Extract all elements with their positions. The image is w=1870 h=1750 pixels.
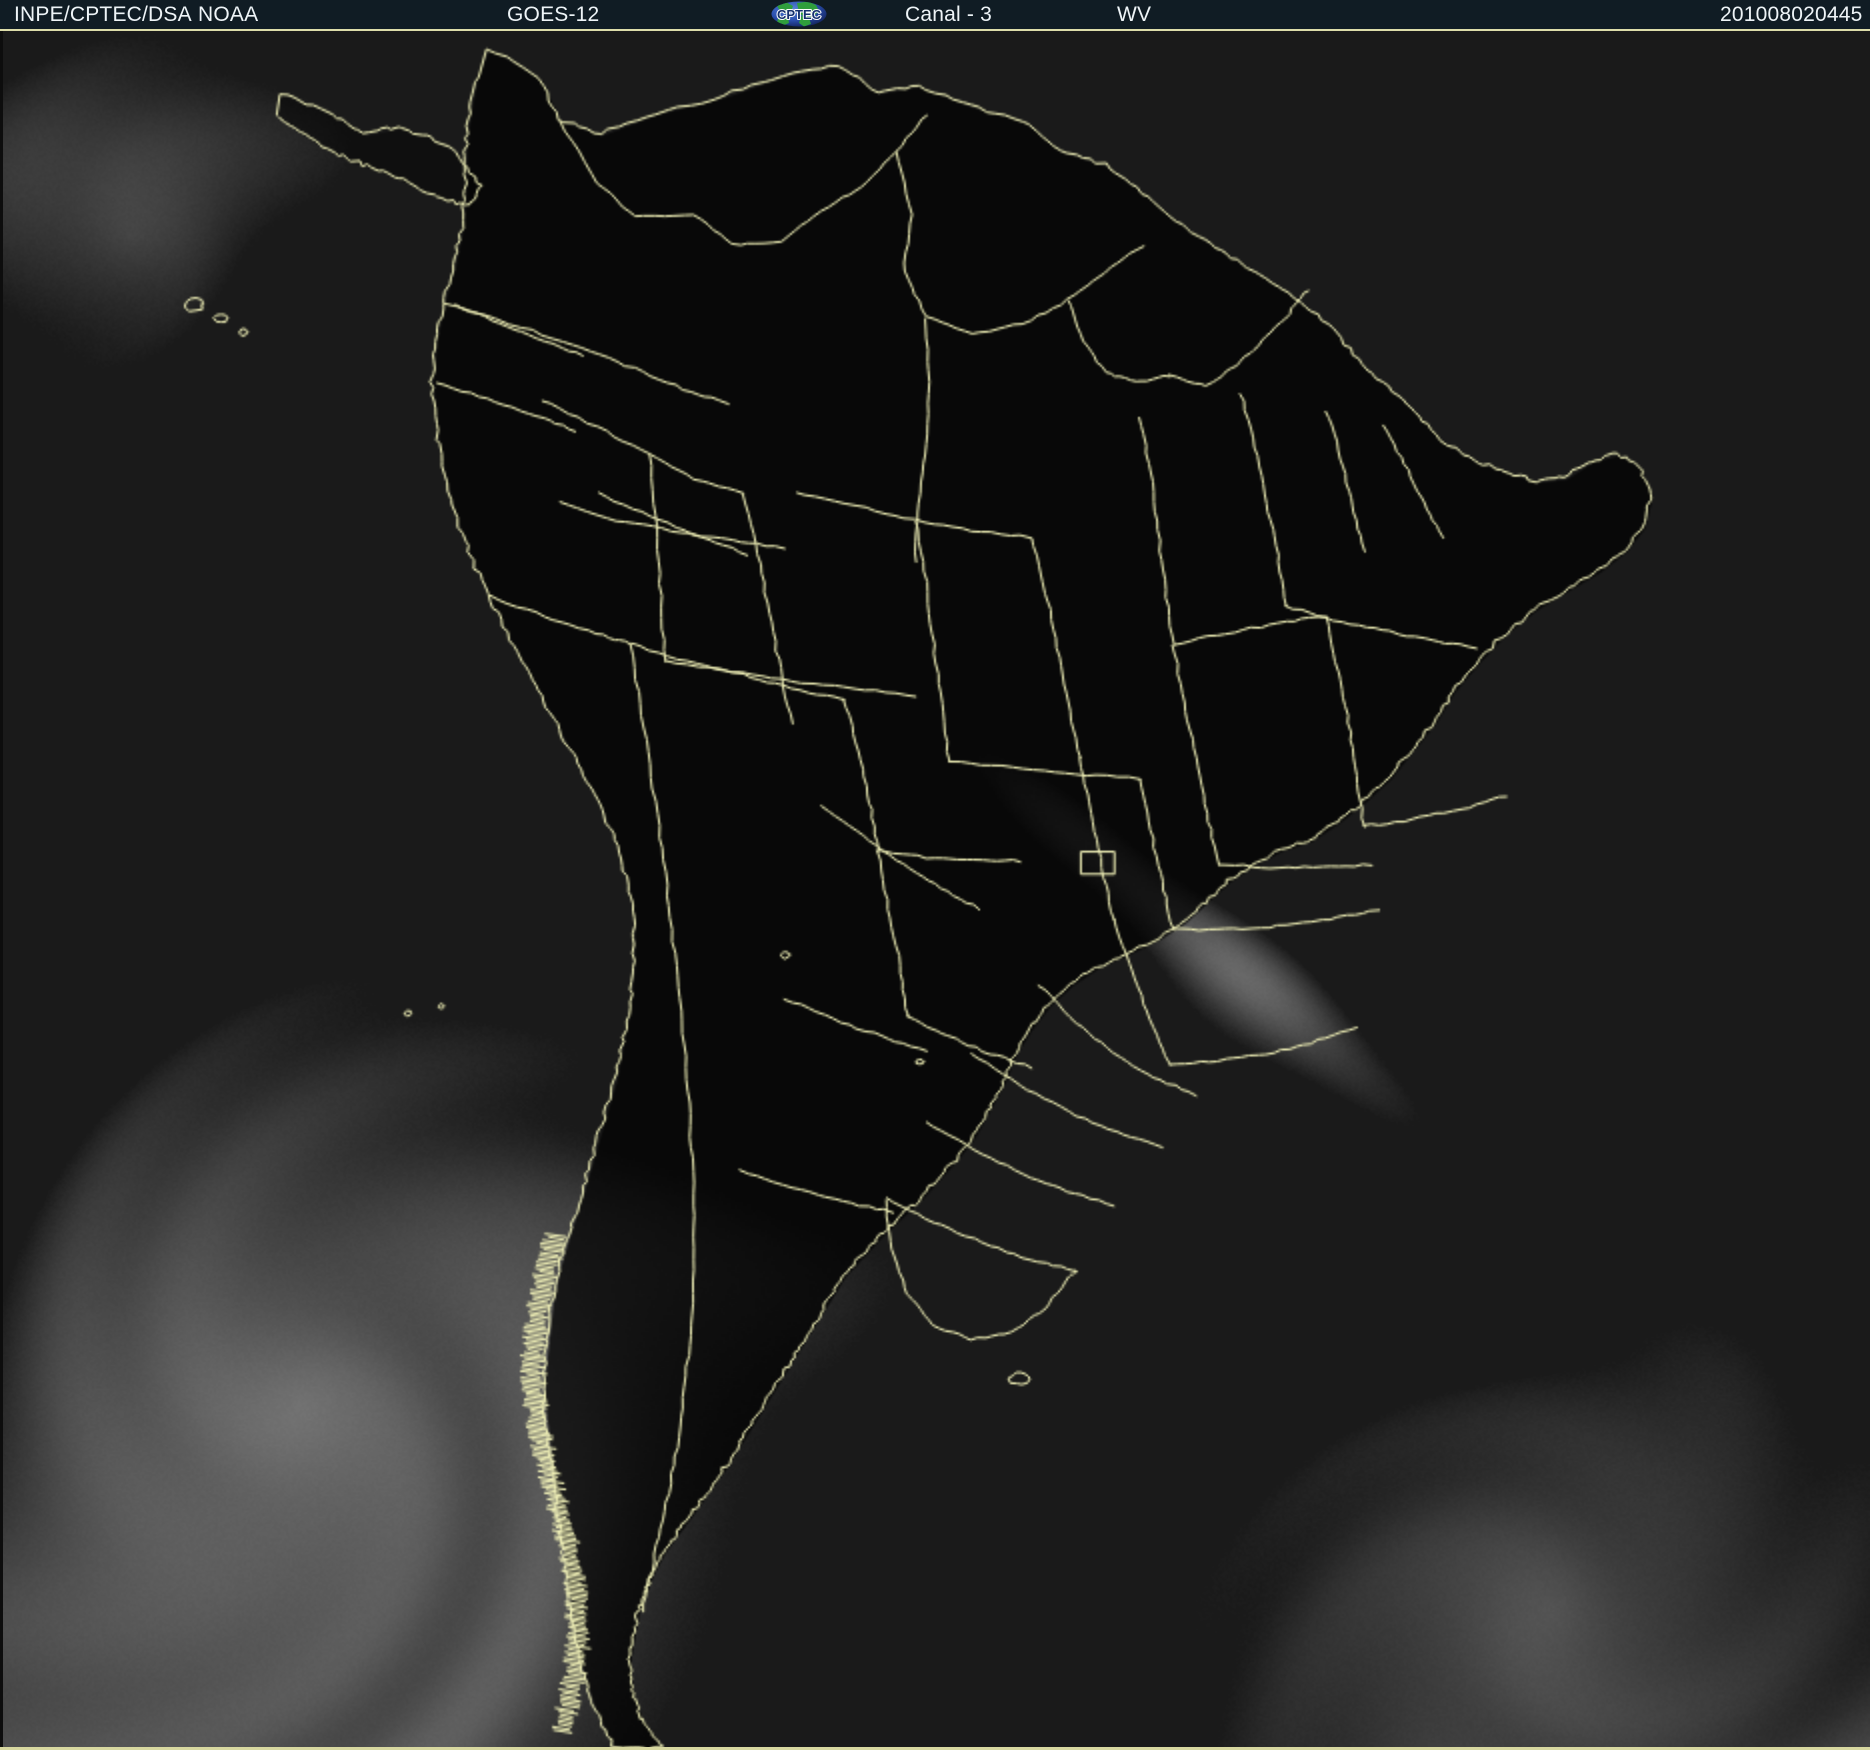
svg-text:CPTEC: CPTEC <box>777 7 822 22</box>
cptec-logo-icon: CPTEC CPTEC <box>771 1 827 27</box>
header-bar: INPE/CPTEC/DSA NOAA GOES-12 Canal - 3 WV… <box>0 0 1870 29</box>
channel-label: Canal - 3 <box>905 3 993 26</box>
timestamp-label: 201008020445 <box>1720 3 1863 26</box>
image-left-border <box>0 29 3 1750</box>
agency-label: INPE/CPTEC/DSA <box>14 3 192 26</box>
product-label: WV <box>1117 3 1152 26</box>
satellite-image-canvas <box>0 29 1870 1750</box>
satellite-label: GOES-12 <box>507 3 600 26</box>
header-divider <box>0 29 1870 31</box>
image-bottom-border <box>0 1747 1870 1750</box>
network-label: NOAA <box>198 3 259 26</box>
satellite-image <box>0 29 1870 1750</box>
svg-text:CPTEC: CPTEC <box>777 7 822 22</box>
